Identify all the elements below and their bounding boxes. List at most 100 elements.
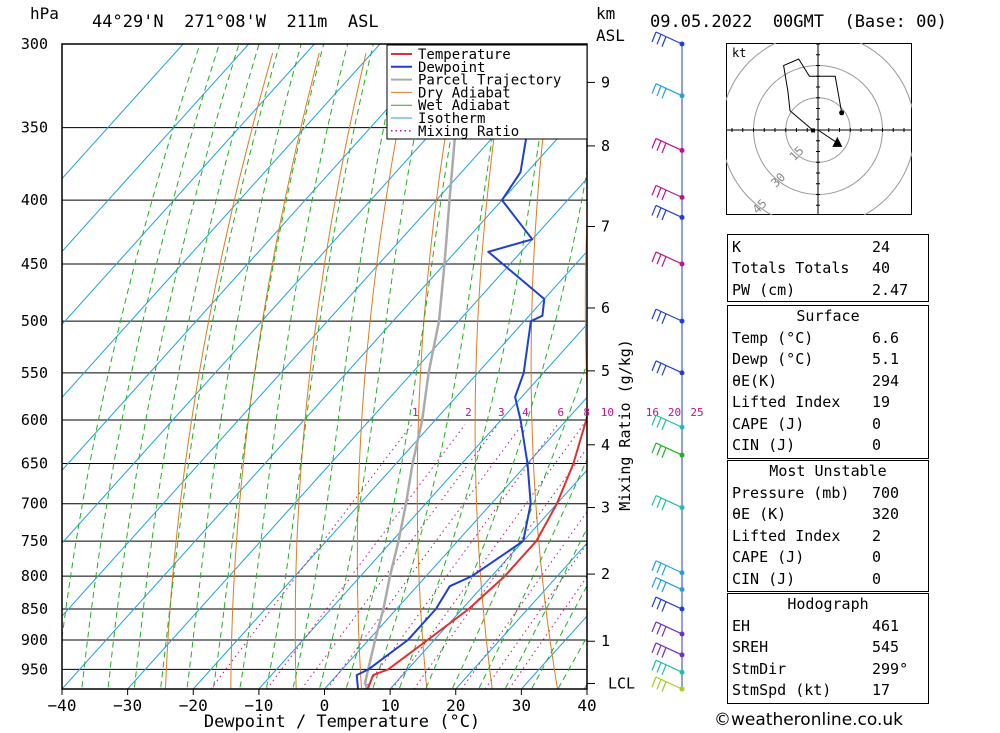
dry-adiabat-lines: [165, 52, 587, 689]
km-label-LCL: LCL: [608, 674, 635, 692]
pressure-label-300: 300: [21, 35, 48, 53]
wet-adiabat: [451, 362, 587, 689]
index-label: CAPE (J): [732, 548, 805, 567]
index-row: CIN (J) 0: [728, 568, 928, 590]
wet-adiabat: [107, 44, 240, 689]
mixing-ratio-label: 3: [498, 406, 505, 419]
mixing-ratio-axis-label: Mixing Ratio (g/kg): [616, 339, 634, 511]
km-label-5: 5: [601, 362, 610, 380]
x-tick-label: −30: [113, 696, 142, 715]
sounding-profiles: [355, 44, 587, 689]
copyright-footer[interactable]: ©weatheronline.co.uk: [714, 710, 903, 730]
km-label-8: 8: [601, 137, 610, 155]
pressure-label-350: 350: [21, 119, 48, 137]
km-label-9: 9: [601, 73, 610, 91]
index-value: 2: [872, 526, 882, 545]
mixing-ratio-line: [266, 424, 466, 689]
isotherm: [127, 177, 587, 689]
storm-motion-line: [817, 129, 838, 144]
wind-barb: [651, 596, 685, 612]
parcel-trajectory-line: [363, 44, 467, 689]
wind-barb: [651, 495, 685, 511]
isotherm: [192, 250, 587, 689]
station-location: 44°29'N 271°08'W 211m ASL: [92, 12, 379, 32]
mixing-ratio-line: [364, 424, 558, 689]
wind-barb: [651, 204, 685, 221]
x-tick-label: 10: [380, 696, 399, 715]
index-label: Lifted Index: [732, 393, 841, 412]
index-label: StmDir: [732, 659, 787, 678]
index-label: StmSpd (kt): [732, 681, 832, 700]
hpa-unit-label: hPa: [30, 4, 59, 23]
dry-adiabat: [294, 52, 367, 689]
index-label: Lifted Index: [732, 526, 841, 545]
wet-adiabat: [186, 44, 302, 689]
wet-adiabat: [318, 44, 433, 689]
index-value: 6.6: [872, 328, 900, 347]
x-tick-label: 20: [446, 696, 465, 715]
mixing-ratio-label: 4: [522, 406, 529, 419]
isotherm: [324, 396, 587, 689]
index-value: 24: [872, 237, 891, 256]
legend-label: Isotherm: [418, 111, 485, 127]
km-label-3: 3: [601, 499, 610, 517]
indices-box: K 24 Totals Totals 40 PW (cm) 2.47: [727, 234, 929, 302]
index-row: CAPE (J) 0: [728, 547, 928, 569]
wet-adiabat: [239, 44, 349, 689]
mixing-ratio-label: 20: [668, 406, 681, 419]
pressure-label-450: 450: [21, 255, 48, 273]
hodograph-trace: [783, 58, 843, 131]
index-row: SREH 545: [728, 637, 928, 659]
index-value: 0: [872, 414, 882, 433]
index-row: StmDir 299°: [728, 658, 928, 680]
x-tick-label: 0: [320, 696, 330, 715]
wet-adiabat: [425, 168, 587, 689]
wind-barb-column: [651, 31, 685, 692]
wind-barb: [651, 442, 685, 458]
wind-barb: [651, 184, 685, 201]
index-value: 40: [872, 259, 891, 278]
hodograph-stats-title: Hodograph: [787, 595, 869, 613]
surface-title: Surface: [796, 307, 860, 325]
isotherm: [62, 44, 381, 399]
index-label: CAPE (J): [732, 414, 805, 433]
km-label-6: 6: [601, 299, 610, 317]
dry-adiabat: [474, 52, 507, 689]
isotherm-lines: [62, 44, 587, 689]
wet-adiabat: [371, 44, 509, 689]
hodograph-unit-label: kt: [732, 46, 746, 60]
index-label: θE (K): [732, 505, 787, 524]
index-value: 320: [872, 505, 900, 524]
pressure-label-400: 400: [21, 191, 48, 209]
wet-adiabat: [557, 635, 587, 689]
wind-barb: [651, 676, 685, 692]
mixing-ratio-label: 2: [465, 406, 472, 419]
index-value: 700: [872, 483, 900, 502]
index-label: Pressure (mb): [732, 483, 850, 502]
temperature-line: [366, 411, 587, 689]
pressure-label-600: 600: [21, 411, 48, 429]
dry-adiabat: [165, 52, 274, 689]
km-unit-label: km: [596, 4, 616, 23]
index-row: EH 461: [728, 615, 928, 637]
index-row: K 24: [728, 236, 928, 258]
mixing-ratio-line: [326, 424, 523, 689]
index-row: Pressure (mb) 700: [728, 482, 928, 504]
website-link[interactable]: weatheronline.co.uk: [731, 710, 904, 730]
dry-adiabat: [530, 52, 559, 689]
wet-adiabat: [265, 44, 374, 689]
most-unstable-title: Most Unstable: [769, 462, 887, 480]
index-value: 299°: [872, 659, 909, 678]
wind-barb: [651, 137, 685, 154]
index-row: PW (cm) 2.47: [728, 279, 928, 301]
index-label: EH: [732, 616, 751, 635]
mixing-ratio-label: 16: [646, 406, 659, 419]
asl-unit-label: ASL: [596, 26, 625, 45]
wet-adiabat: [160, 44, 281, 689]
index-row: Lifted Index 2: [728, 525, 928, 547]
index-label: K: [732, 237, 742, 256]
wet-adiabat: [345, 44, 469, 689]
wet-adiabat: [398, 44, 555, 689]
